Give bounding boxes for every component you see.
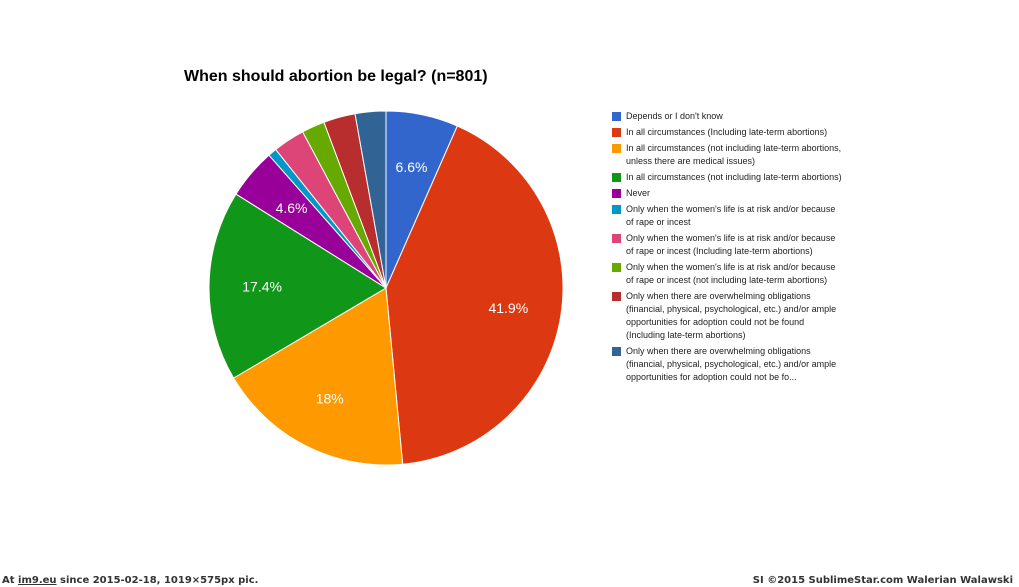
legend-item-2[interactable]: In all circumstances (Including late-ter… (612, 126, 842, 139)
footer-attribution-left: At im9.eu since 2015-02-18, 1019×575px p… (2, 575, 258, 586)
legend-swatch (612, 234, 621, 243)
legend-item-4[interactable]: In all circumstances (not including late… (612, 171, 842, 184)
legend-label: Never (626, 188, 651, 198)
legend-item-6[interactable]: Only when the women's life is at risk an… (612, 203, 842, 229)
legend-swatch (612, 112, 621, 121)
legend-label: Only when the women's life is at risk an… (626, 262, 836, 285)
legend-label: In all circumstances (Including late-ter… (626, 127, 828, 137)
pie-slice-2[interactable] (385, 125, 564, 465)
legend-item-7[interactable]: Only when the women's life is at risk an… (612, 232, 842, 258)
pie-slice-label-1: 6.6% (396, 159, 428, 175)
pie-slice-label-3: 18% (316, 390, 344, 406)
legend-label: Depends or I don't know (626, 111, 723, 121)
chart-legend: Depends or I don't know In all circumstan… (612, 110, 842, 387)
footer-site-link[interactable]: im9.eu (18, 575, 57, 586)
legend-label: Only when there are overwhelming obligat… (626, 346, 837, 382)
legend-item-10[interactable]: Only when there are overwhelming obligat… (612, 345, 842, 384)
footer-prefix: At (2, 575, 19, 586)
pie-slice-10[interactable] (354, 110, 387, 289)
legend-item-3[interactable]: In all circumstances (not including late… (612, 142, 842, 168)
legend-label: Only when the women's life is at risk an… (626, 204, 836, 227)
legend-label: Only when there are overwhelming obligat… (626, 291, 837, 340)
pie-slice-label-2: 41.9% (488, 300, 528, 316)
pie-slice-label-4: 17.4% (242, 278, 282, 294)
pie-slice-3[interactable] (232, 287, 404, 466)
legend-swatch (612, 292, 621, 301)
pie-slice-labels: 6.6% 41.9% 18% 17.4% 4.6% (242, 159, 528, 407)
pie-slice-4[interactable] (208, 193, 387, 379)
footer-attribution-right: SI ©2015 SublimeStar.com Walerian Walaws… (752, 575, 1013, 586)
legend-swatch (612, 173, 621, 182)
chart-title: When should abortion be legal? (n=801) (184, 68, 488, 85)
legend-label: Only when the women's life is at risk an… (626, 233, 836, 256)
legend-item-5[interactable]: Never (612, 187, 842, 200)
legend-swatch (612, 144, 621, 153)
legend-label: In all circumstances (not including late… (626, 143, 842, 166)
legend-item-1[interactable]: Depends or I don't know (612, 110, 842, 123)
pie-slices (208, 110, 564, 466)
legend-label: In all circumstances (not including late… (626, 172, 842, 182)
legend-item-9[interactable]: Only when there are overwhelming obligat… (612, 290, 842, 342)
legend-swatch (612, 347, 621, 356)
legend-swatch (612, 205, 621, 214)
legend-item-8[interactable]: Only when the women's life is at risk an… (612, 261, 842, 287)
legend-swatch (612, 189, 621, 198)
legend-swatch (612, 128, 621, 137)
legend-swatch (612, 263, 621, 272)
footer-suffix: since 2015-02-18, 1019×575px pic. (56, 575, 259, 586)
pie-slice-label-5: 4.6% (276, 200, 308, 216)
